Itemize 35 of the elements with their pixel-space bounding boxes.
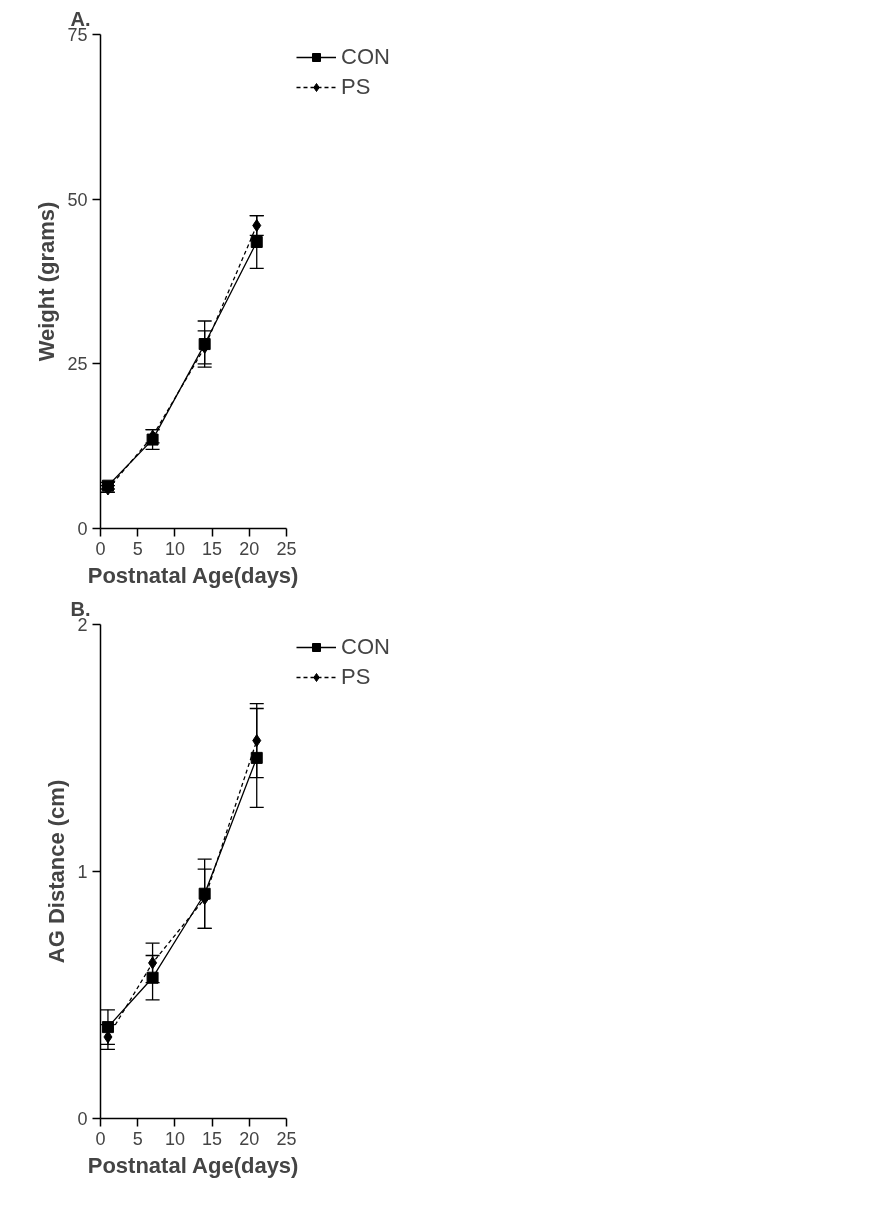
legend-label: CON: [341, 634, 390, 660]
y-tick-label: 1: [77, 862, 88, 882]
y-tick-label: 0: [77, 1109, 88, 1129]
x-tick-label: 5: [132, 1128, 143, 1149]
x-tick-label: 15: [202, 1128, 223, 1149]
y-tick-label: 2: [77, 615, 88, 635]
x-tick-label: 0: [95, 1128, 106, 1149]
x-tick-label: 25: [276, 538, 297, 559]
y-tick-label: 0: [77, 519, 88, 539]
x-tick-label: 10: [164, 538, 185, 559]
y-axis-title: AG Distance (cm): [44, 779, 70, 964]
point: [250, 751, 263, 764]
x-axis-title: Postnatal Age(days): [87, 1152, 299, 1178]
x-axis-title: Postnatal Age(days): [87, 562, 299, 588]
y-axis-title: Weight (grams): [34, 201, 60, 362]
point: [252, 219, 262, 233]
point: [101, 1021, 114, 1034]
point: [250, 235, 263, 248]
x-tick-label: 10: [164, 1128, 185, 1149]
y-tick-label: 75: [67, 25, 88, 45]
legend-label: PS: [341, 74, 371, 100]
x-tick-label: 0: [95, 538, 106, 559]
y-tick-label: 50: [67, 189, 88, 210]
point: [148, 956, 158, 970]
point: [103, 1030, 113, 1044]
x-tick-label: 25: [276, 1128, 297, 1149]
point: [146, 971, 159, 984]
y-tick-label: 25: [67, 354, 88, 375]
legend-label: CON: [341, 44, 390, 70]
x-tick-label: 15: [202, 538, 223, 559]
legend-label: PS: [341, 664, 371, 690]
x-tick-label: 20: [239, 538, 260, 559]
x-tick-label: 20: [239, 1128, 260, 1149]
point: [252, 734, 262, 748]
x-tick-label: 5: [132, 538, 143, 559]
